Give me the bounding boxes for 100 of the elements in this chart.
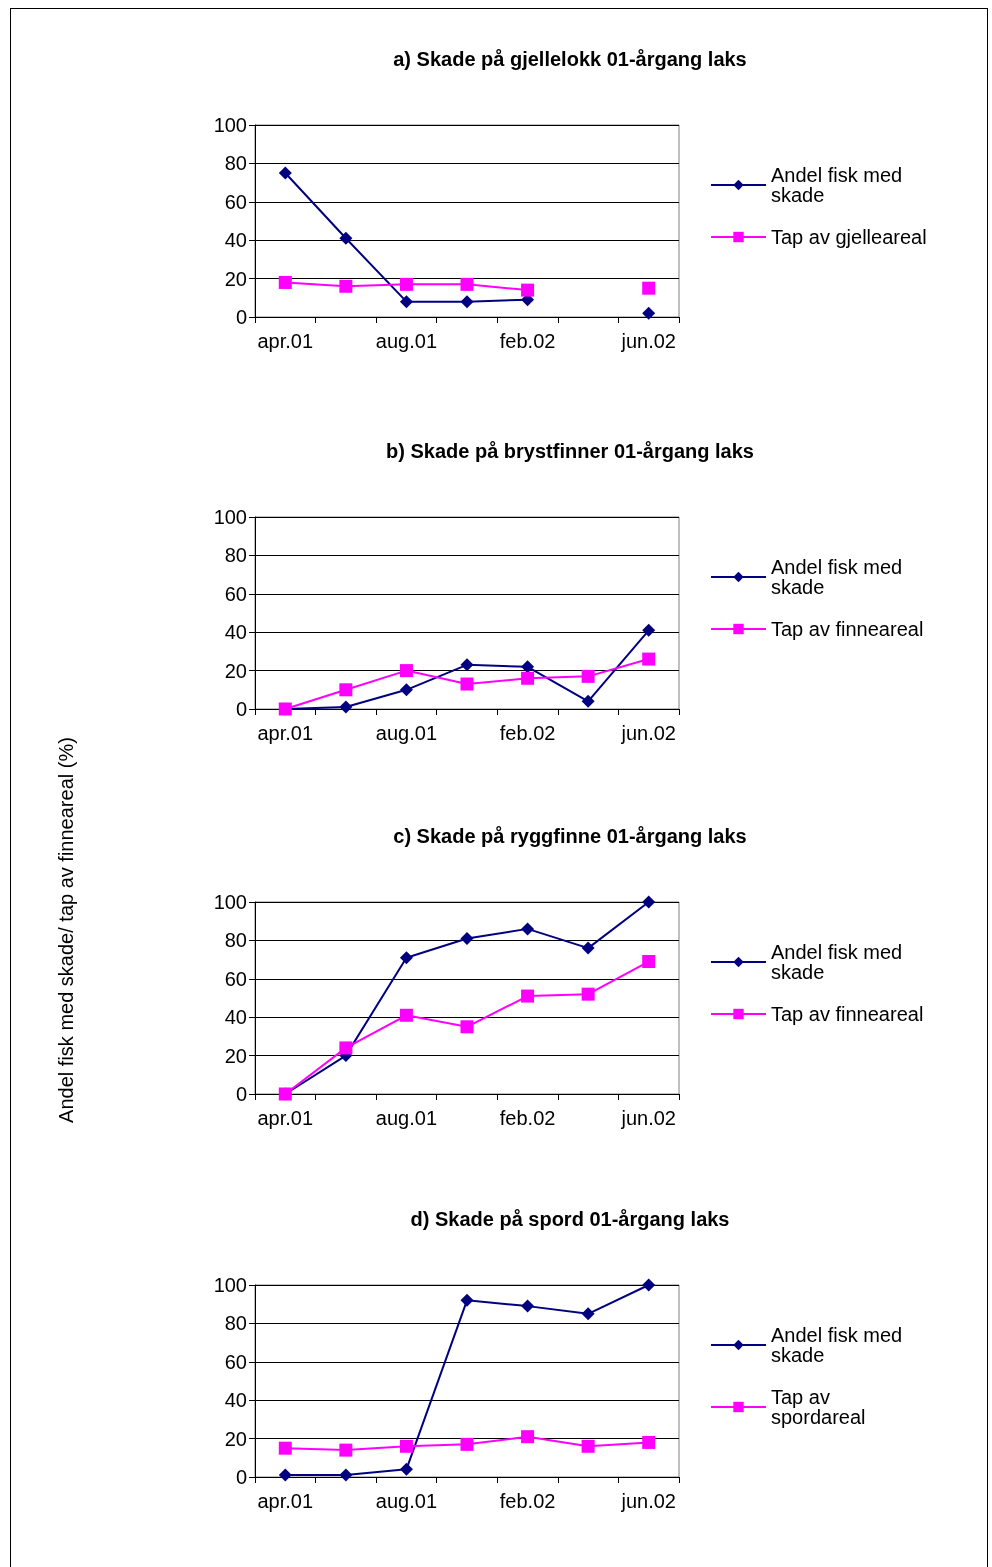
y-tick-label: 80 (224, 929, 247, 952)
x-tick-label: aug.01 (375, 1107, 438, 1129)
y-tick-label: 0 (235, 1466, 247, 1488)
point (460, 277, 474, 291)
y-tick-label: 0 (235, 698, 247, 720)
point (339, 1443, 353, 1457)
x-tick-label: apr.01 (257, 330, 314, 352)
point (399, 1439, 413, 1453)
point (399, 1462, 413, 1476)
point (581, 941, 595, 955)
point (399, 951, 413, 965)
point (339, 683, 353, 697)
point (521, 1430, 535, 1444)
y-tick-label: 40 (224, 621, 247, 644)
point (278, 1468, 292, 1482)
y-tick-label: 80 (224, 544, 247, 567)
x-tick-label: aug.01 (375, 722, 438, 744)
legend-label: Andel fisk med skade (771, 556, 908, 598)
point (460, 1020, 474, 1034)
x-tick-label: apr.01 (257, 1490, 314, 1512)
y-tick-label: 20 (224, 659, 247, 682)
y-tick-label: 60 (224, 967, 247, 990)
point (642, 281, 656, 295)
point (581, 694, 595, 708)
x-tick-label: aug.01 (375, 330, 438, 352)
y-tick-label: 40 (224, 1389, 247, 1412)
point (521, 922, 535, 936)
point (642, 955, 656, 969)
chart-title: b) Skade på brystfinner 01-årgang laks (386, 440, 754, 462)
point (339, 231, 353, 245)
point (339, 1468, 353, 1482)
point (521, 671, 535, 685)
chart-title: a) Skade på gjellelokk 01-årgang laks (393, 48, 747, 70)
x-tick-label: jun.02 (620, 1490, 676, 1512)
point (278, 166, 292, 180)
point (278, 1441, 292, 1455)
point (581, 669, 595, 683)
legend-label: Tap av gjelleareal (771, 226, 927, 248)
x-tick-label: feb.02 (499, 1490, 556, 1512)
point (399, 277, 413, 291)
point (399, 1008, 413, 1022)
point (339, 279, 353, 293)
y-tick-label: 0 (235, 1083, 247, 1105)
point (521, 660, 535, 674)
chart-title: c) Skade på ryggfinne 01-årgang laks (393, 825, 747, 847)
point (581, 1307, 595, 1321)
y-tick-label: 80 (224, 1312, 247, 1335)
point (460, 1437, 474, 1451)
x-tick-label: apr.01 (257, 722, 314, 744)
y-tick-label: 100 (213, 506, 247, 528)
point (460, 677, 474, 691)
point (521, 283, 535, 297)
legend-label: Andel fisk med skade (771, 941, 908, 983)
legend-label: Andel fisk med skade (771, 164, 908, 206)
point (581, 987, 595, 1001)
point (278, 275, 292, 289)
point (521, 1299, 535, 1313)
point (399, 295, 413, 309)
point (460, 931, 474, 945)
legend-label: Tap av spordareal (771, 1386, 866, 1428)
point (642, 1278, 656, 1292)
point (460, 1293, 474, 1307)
x-tick-label: jun.02 (620, 1107, 676, 1129)
point (339, 700, 353, 714)
x-tick-label: apr.01 (257, 1107, 314, 1129)
point (642, 652, 656, 666)
point (581, 1439, 595, 1453)
legend-label: Tap av finneareal (771, 618, 924, 640)
y-tick-label: 20 (224, 1427, 247, 1450)
y-axis-title: Andel fisk med skade/ tap av finneareal (%) (54, 737, 78, 1123)
x-tick-label: aug.01 (375, 1490, 438, 1512)
x-tick-label: feb.02 (499, 722, 556, 744)
x-tick-label: jun.02 (620, 330, 676, 352)
y-tick-label: 100 (213, 891, 247, 913)
y-tick-label: 20 (224, 267, 247, 290)
legend-label: Andel fisk med skade (771, 1324, 908, 1366)
y-tick-label: 40 (224, 1006, 247, 1029)
y-tick-label: 60 (224, 582, 247, 605)
point (642, 306, 656, 320)
y-tick-label: 100 (213, 114, 247, 136)
y-tick-label: 60 (224, 1350, 247, 1373)
x-tick-label: feb.02 (499, 330, 556, 352)
y-tick-label: 20 (224, 1044, 247, 1067)
y-tick-label: 60 (224, 190, 247, 213)
point (399, 664, 413, 678)
point (460, 658, 474, 672)
point (521, 989, 535, 1003)
point (399, 683, 413, 697)
point (339, 1041, 353, 1055)
point (642, 895, 656, 909)
point (460, 295, 474, 309)
point (642, 1435, 656, 1449)
y-tick-label: 100 (213, 1274, 247, 1296)
x-tick-label: feb.02 (499, 1107, 556, 1129)
point (642, 623, 656, 637)
x-tick-label: jun.02 (620, 722, 676, 744)
y-tick-label: 40 (224, 229, 247, 252)
legend-label: Tap av finneareal (771, 1003, 924, 1025)
y-tick-label: 0 (235, 306, 247, 328)
y-tick-label: 80 (224, 152, 247, 175)
